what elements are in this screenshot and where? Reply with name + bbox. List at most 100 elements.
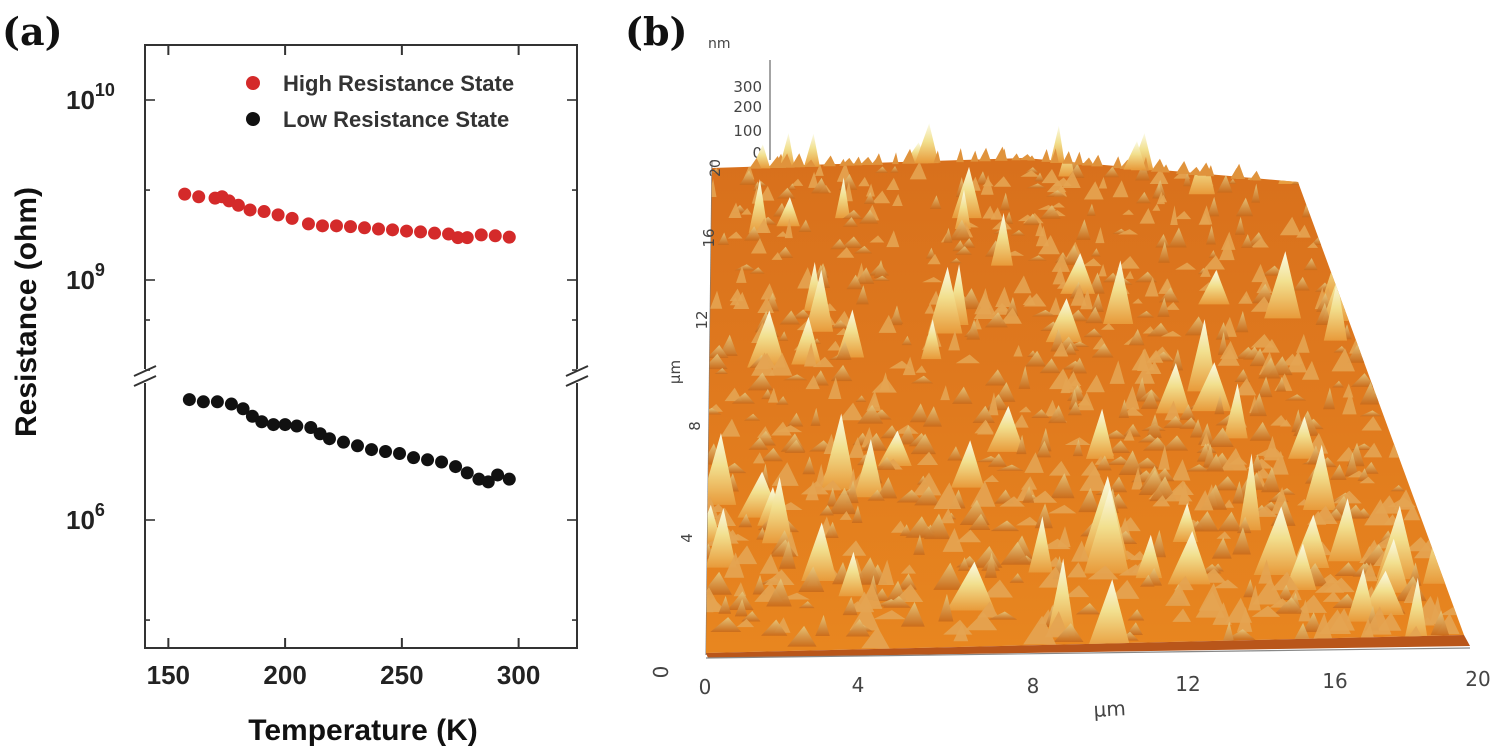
surface-peak-787	[958, 557, 970, 571]
surface-peak-133	[1095, 226, 1105, 244]
surface-peak-100	[1003, 211, 1014, 224]
axis-break-right-top	[565, 365, 589, 377]
surface-peak-86	[1302, 203, 1310, 218]
surface-edge-peak-12	[839, 158, 847, 166]
surface-peak-280	[1103, 260, 1134, 324]
surface-peak-277	[1085, 306, 1103, 324]
surface-peak-155	[1091, 248, 1101, 257]
surface-peak-588	[1118, 450, 1144, 476]
surface-peak-132	[943, 227, 953, 243]
surface-peak-889	[1075, 602, 1101, 615]
surface-peak-348	[706, 345, 729, 359]
hrs-point-18	[414, 225, 428, 239]
surface-peak-190	[1251, 263, 1268, 283]
surface-peak-175	[1175, 262, 1197, 270]
x-tick-label-200: 200	[263, 660, 306, 690]
surface-peak-477	[857, 404, 884, 424]
surface-peak-511	[1138, 434, 1159, 443]
surface-peak-79	[741, 208, 752, 215]
surface-edge-peak-45	[1050, 148, 1059, 163]
surface-peak-545	[848, 437, 865, 458]
surface-peak-594	[1330, 464, 1347, 480]
surface-peak-8	[1268, 159, 1288, 175]
surface-peak-50	[811, 177, 830, 194]
surface-peak-670	[1302, 444, 1336, 510]
surface-peak-611	[821, 413, 856, 490]
surface-peak-575	[875, 456, 896, 470]
surface-peak-213	[1256, 276, 1273, 294]
surface-peak-945	[861, 626, 890, 649]
surface-peak-37	[808, 171, 819, 188]
surface-peak-370	[747, 310, 786, 368]
surface-edge-peak-50	[1160, 164, 1170, 173]
surface-peak-362	[791, 316, 822, 365]
surface-peak-439	[1359, 381, 1379, 405]
surface-peak-19	[1135, 161, 1150, 181]
legend-marker-high	[246, 76, 260, 90]
surface-peak-860	[1322, 591, 1342, 602]
chart-b-afm-surface: nm 300 200 100 0 0 4 8 12 16 20 µm 0 4 8…	[649, 36, 1491, 722]
y-tick-labels: 1010 109 106	[66, 80, 115, 535]
surface-peak-360	[955, 354, 980, 364]
surface-peak-503	[1146, 414, 1162, 438]
surface-peak-911	[900, 601, 925, 627]
surface-peak-398	[1134, 363, 1155, 384]
surface-peak-943	[1023, 615, 1057, 645]
surface-peak-616	[820, 480, 842, 491]
surface-peak-874	[727, 591, 754, 611]
surface-peak-80	[1122, 209, 1134, 215]
surface-edge-peak-27	[1050, 125, 1065, 163]
surface-peak-219	[1144, 277, 1159, 297]
surface-peak-163	[1218, 238, 1235, 261]
surface-peak-129	[744, 226, 762, 241]
y-tick-label-1: 109	[66, 260, 105, 295]
hrs-point-25	[502, 230, 516, 244]
surface-peak-655	[706, 433, 737, 505]
surface-peak-193	[1135, 271, 1158, 283]
surface-peak-773	[733, 545, 758, 565]
surface-peak-0	[1243, 164, 1260, 173]
surface-peak-171	[990, 212, 1013, 266]
surface-peak-509	[1123, 429, 1135, 441]
surface-peak-197	[1052, 266, 1067, 285]
surface-peak-36	[993, 176, 1012, 187]
surface-peak-369	[812, 356, 834, 368]
surface-peak-656	[914, 486, 940, 506]
surface-peak-72	[892, 194, 903, 206]
surface-peak-543	[1363, 442, 1383, 458]
surface-peak-891	[842, 596, 858, 616]
surface-edge-peak-39	[871, 156, 884, 165]
surface-peak-144	[1241, 234, 1253, 248]
surface-peak-378	[1170, 349, 1184, 371]
chart-a: 150 200 250 300 1010 109 106 High Resistance …	[10, 44, 589, 747]
surface-peak-71	[1156, 191, 1165, 205]
surface-peak-157	[1208, 250, 1217, 258]
surface-peak-265	[1005, 297, 1019, 317]
lrs-point-4	[236, 402, 250, 416]
surface-peak-804	[984, 552, 997, 578]
surface-peak-258	[1090, 293, 1104, 312]
surface-peak-500	[720, 418, 741, 437]
surface-peak-286	[984, 312, 1008, 328]
lrs-point-18	[407, 451, 421, 465]
surface-peak-281	[779, 310, 800, 325]
surface-peak-125	[784, 218, 793, 239]
surface-peak-264	[1048, 297, 1062, 315]
surface-peak-177	[734, 264, 756, 271]
x-axis-line	[705, 647, 1471, 659]
surface-peak-89	[951, 166, 982, 219]
surface-peak-927	[943, 619, 973, 635]
hrs-point-22	[460, 231, 474, 245]
surface-peak-547	[1085, 408, 1115, 459]
surface-peak-751	[1232, 527, 1251, 555]
surface-peak-498	[771, 421, 792, 436]
surface-peak-269	[1264, 251, 1302, 319]
surface-peak-681	[819, 504, 834, 516]
surface-peak-527	[1038, 427, 1052, 452]
hrs-point-15	[372, 222, 386, 236]
lrs-point-3	[224, 397, 238, 411]
surface-peak-160	[925, 247, 936, 259]
hrs-point-7	[257, 205, 271, 219]
surface-peak-120	[1010, 230, 1026, 236]
surface-peak-153	[955, 246, 972, 255]
